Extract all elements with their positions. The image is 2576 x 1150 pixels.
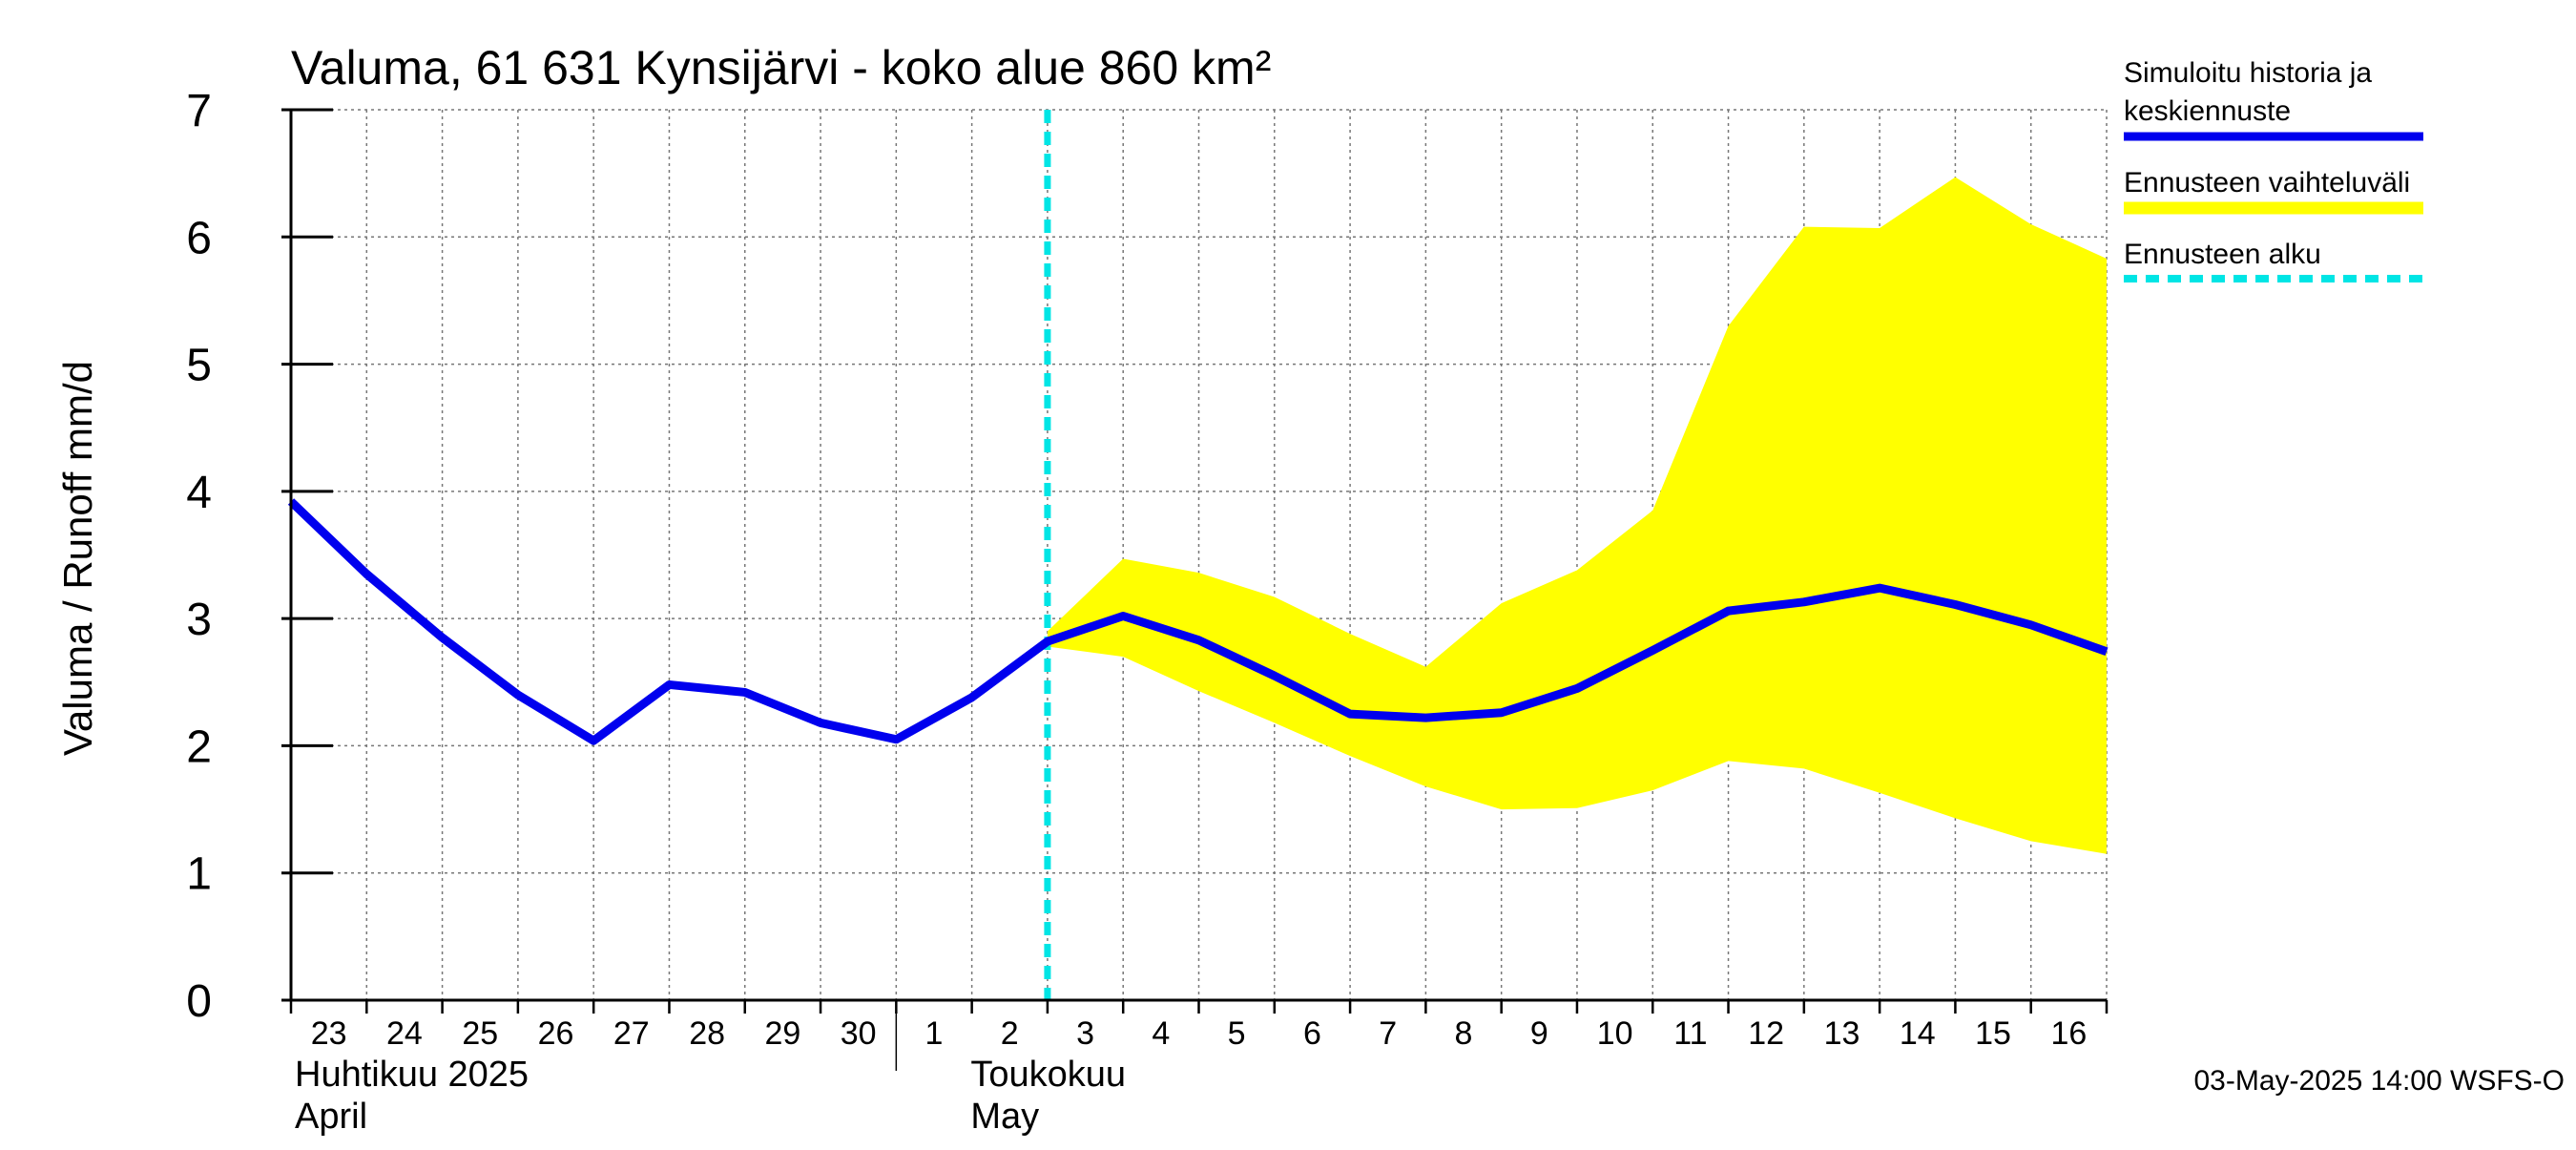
- x-tick-label: 28: [689, 1015, 725, 1052]
- y-tick-label: 5: [186, 341, 212, 391]
- month-label-english: May: [970, 1097, 1039, 1137]
- y-ticks: 0 1 2 3 4 5 6 7: [186, 86, 333, 1027]
- x-tick-label: 13: [1824, 1015, 1860, 1052]
- x-tick-label: 26: [538, 1015, 574, 1052]
- month-label-english: April: [295, 1097, 367, 1137]
- x-tick-label: 5: [1228, 1015, 1246, 1052]
- x-tick-label: 27: [613, 1015, 650, 1052]
- x-tick-label: 23: [311, 1015, 347, 1052]
- x-tick-label: 9: [1530, 1015, 1548, 1052]
- legend-label-simulated: keskiennuste: [2124, 95, 2291, 127]
- legend: Simuloitu historia ja keskiennuste Ennuste…: [2124, 57, 2423, 282]
- x-ticks: 23 24 25 26 27 28 29 30 1 2 3 4 5 6 7 8 9 10 11 12 13 14 15 16: [289, 1000, 2109, 1052]
- x-tick-label: 6: [1303, 1015, 1321, 1052]
- x-tick-label: 2: [1001, 1015, 1019, 1052]
- x-tick-label: 24: [386, 1015, 423, 1052]
- x-tick-label: 4: [1152, 1015, 1170, 1052]
- legend-label-forecast-start: Ennusteen alku: [2124, 239, 2321, 270]
- x-tick-label: 10: [1597, 1015, 1633, 1052]
- x-tick-label: 11: [1673, 1015, 1707, 1052]
- forecast-range-band: [1047, 177, 2107, 854]
- timestamp-label: 03-May-2025 14:00 WSFS-O: [2194, 1065, 2566, 1097]
- y-tick-label: 7: [186, 86, 212, 136]
- y-tick-label: 6: [186, 213, 212, 263]
- x-tick-label: 25: [462, 1015, 498, 1052]
- y-tick-label: 4: [186, 468, 212, 518]
- y-tick-label: 3: [186, 595, 212, 645]
- x-tick-label: 30: [841, 1015, 877, 1052]
- month-label: Huhtikuu 2025: [295, 1055, 529, 1095]
- x-tick-label: 29: [764, 1015, 800, 1052]
- series-lines: [287, 498, 2109, 745]
- x-tick-label: 12: [1748, 1015, 1784, 1052]
- month-label: Toukokuu: [970, 1055, 1126, 1095]
- x-tick-label: 3: [1076, 1015, 1094, 1052]
- x-tick-label: 7: [1379, 1015, 1397, 1052]
- y-axis-label: Valuma / Runoff mm/d: [55, 361, 100, 756]
- y-tick-label: 2: [186, 721, 212, 772]
- legend-label-simulated: Simuloitu historia ja: [2124, 57, 2372, 89]
- legend-label-range: Ennusteen vaihteluväli: [2124, 167, 2410, 199]
- y-tick-label: 0: [186, 976, 212, 1027]
- chart-title: Valuma, 61 631 Kynsijärvi - koko alue 86…: [291, 41, 1271, 94]
- x-tick-label: 14: [1900, 1015, 1936, 1052]
- forecast-range-area: [1047, 177, 2107, 854]
- y-tick-label: 1: [186, 849, 212, 900]
- x-tick-label: 15: [1975, 1015, 2011, 1052]
- series-line-simulated: [287, 498, 2109, 745]
- x-tick-label: 1: [925, 1015, 944, 1052]
- x-tick-label: 16: [2050, 1015, 2087, 1052]
- x-tick-label: 8: [1455, 1015, 1473, 1052]
